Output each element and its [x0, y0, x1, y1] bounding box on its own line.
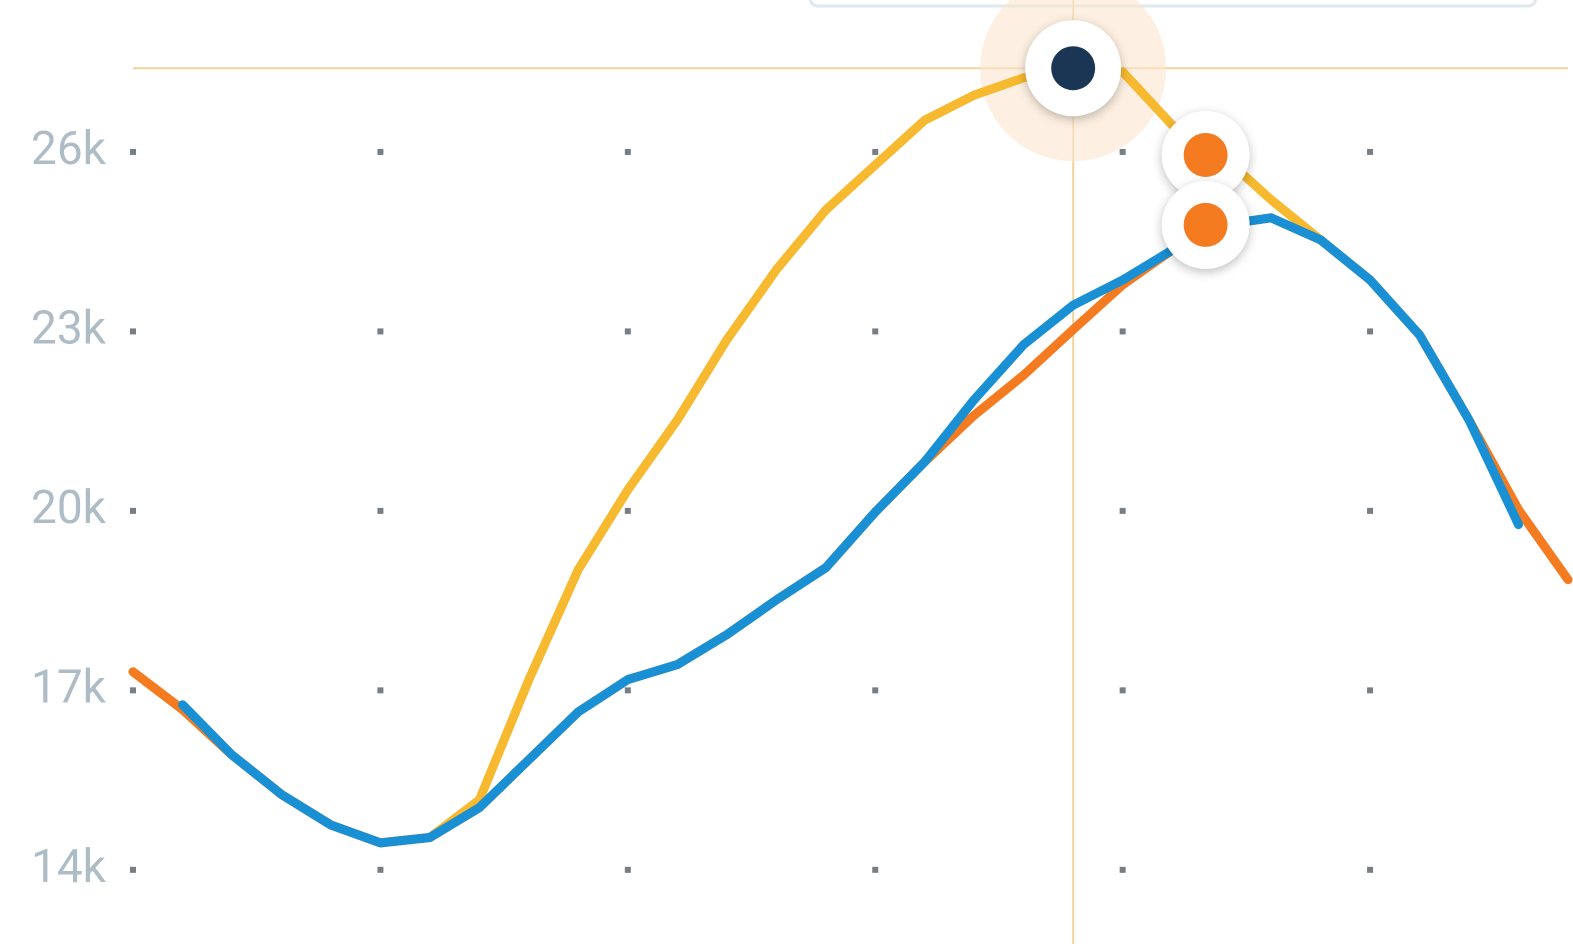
grid-dot — [1367, 328, 1374, 335]
tooltip-edge — [808, 0, 1538, 8]
marker — [1183, 202, 1228, 247]
grid-dot — [377, 507, 384, 514]
highlight-point — [1051, 46, 1096, 91]
y-tick-label: 23k — [31, 302, 107, 356]
grid-dot — [130, 866, 136, 873]
grid-dot — [130, 328, 136, 335]
grid-dot — [624, 148, 631, 155]
grid-dot — [1119, 687, 1126, 694]
grid-dot — [377, 148, 384, 155]
grid-dot — [1367, 687, 1374, 694]
grid-dot — [1119, 507, 1126, 514]
grid-dot — [624, 687, 631, 694]
grid-dot — [872, 866, 879, 873]
grid-dot — [1119, 148, 1126, 155]
grid-dot — [130, 687, 136, 694]
grid-dot — [1119, 328, 1126, 335]
grid-dot — [872, 687, 879, 694]
grid-dot — [1119, 866, 1126, 873]
grid-dot — [1367, 148, 1374, 155]
y-tick-label: 14k — [31, 840, 107, 894]
y-tick-label: 26k — [31, 122, 107, 176]
grid-dot — [377, 687, 384, 694]
grid-dot — [130, 148, 136, 155]
grid-dot — [624, 866, 631, 873]
grid-dot — [1367, 866, 1374, 873]
series-line — [128, 63, 1326, 848]
grid-dot — [872, 328, 879, 335]
grid-dot — [624, 328, 631, 335]
grid-dot — [624, 507, 631, 514]
y-tick-label: 20k — [31, 481, 107, 535]
grid-dot — [377, 866, 384, 873]
y-tick-label: 17k — [31, 661, 107, 715]
grid-dot — [377, 328, 384, 335]
series-line — [128, 213, 1573, 848]
grid-dot — [872, 148, 879, 155]
series-line — [178, 213, 1523, 848]
grid-dot — [1367, 507, 1374, 514]
marker — [1183, 132, 1228, 177]
grid-dot — [130, 507, 136, 514]
